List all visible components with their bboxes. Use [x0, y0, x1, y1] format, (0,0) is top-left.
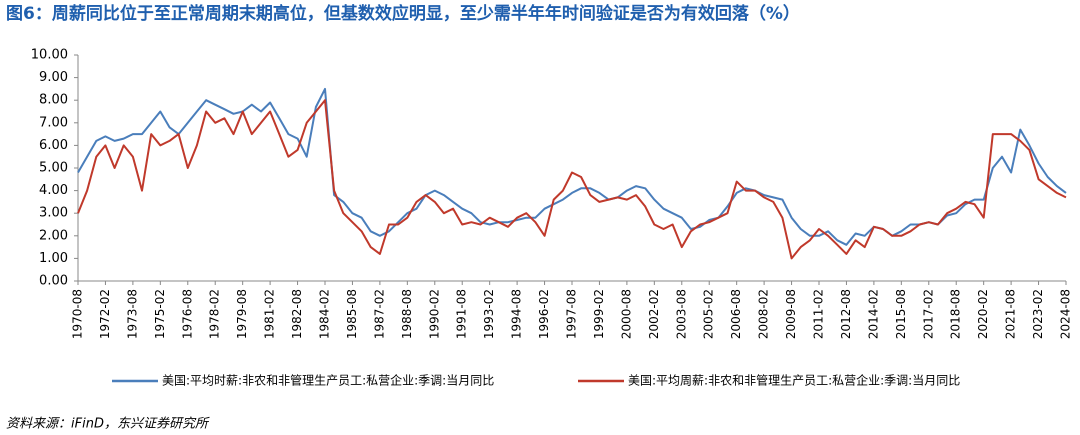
x-tick-label: 1987-02 [372, 289, 386, 339]
x-tick-label: 2020-02 [976, 289, 990, 339]
x-tick-label: 2003-08 [674, 289, 688, 339]
y-tick-label: 7.00 [39, 115, 68, 130]
legend-label: 美国:平均周薪:非农和非管理生产员工:私营企业:季调:当月同比 [628, 373, 960, 388]
legend-label: 美国:平均时薪:非农和非管理生产员工:私营企业:季调:当月同比 [162, 373, 494, 388]
x-tick-label: 2017-02 [921, 289, 935, 339]
x-tick-label: 1979-08 [235, 289, 249, 339]
x-tick-label: 1984-02 [318, 289, 332, 339]
y-tick-label: 9.00 [39, 70, 68, 85]
x-tick-label: 1972-02 [98, 289, 112, 339]
y-tick-label: 5.00 [39, 161, 68, 176]
x-tick-label: 1982-08 [290, 289, 304, 339]
y-tick-label: 2.00 [39, 228, 68, 243]
x-tick-label: 2005-02 [702, 289, 716, 339]
x-tick-label: 2008-02 [757, 289, 771, 339]
x-tick-label: 1988-08 [400, 289, 414, 339]
y-tick-label: 0.00 [39, 274, 68, 289]
y-tick-label: 4.00 [39, 183, 68, 198]
y-tick-label: 1.00 [39, 251, 68, 266]
x-tick-label: 1997-08 [565, 289, 579, 339]
chart-title: 图6：周薪同比位于至正常周期末期高位，但基数效应明显，至少需半年年时间验证是否为… [6, 3, 800, 24]
x-tick-label: 2023-02 [1031, 289, 1045, 339]
x-tick-label: 1994-08 [510, 289, 524, 339]
series-line [77, 87, 1067, 246]
x-tick-label: 1985-08 [345, 289, 359, 339]
x-tick-label: 2011-02 [812, 289, 826, 339]
x-tick-label: 2018-08 [949, 289, 963, 339]
y-tick-label: 10.00 [31, 48, 68, 63]
x-tick-label: 1981-02 [263, 289, 277, 339]
x-tick-label: 1990-02 [427, 289, 441, 339]
series-line [77, 99, 1067, 260]
x-tick-label: 2012-08 [839, 289, 853, 339]
x-tick-label: 2014-02 [866, 289, 880, 339]
y-tick-label: 6.00 [39, 138, 68, 153]
x-tick-label: 2002-02 [647, 289, 661, 339]
x-tick-label: 2006-08 [729, 289, 743, 339]
x-tick-label: 1973-08 [125, 289, 139, 339]
source: 资料来源：iFinD，东兴证券研究所 [6, 416, 210, 432]
x-tick-label: 1978-02 [208, 289, 222, 339]
x-tick-label: 1970-08 [71, 289, 85, 339]
x-tick-label: 2000-08 [619, 289, 633, 339]
x-tick-label: 1993-02 [482, 289, 496, 339]
x-tick-label: 2015-08 [894, 289, 908, 339]
x-tick-label: 2021-08 [1004, 289, 1018, 339]
x-tick-label: 2009-08 [784, 289, 798, 339]
y-tick-label: 8.00 [39, 93, 68, 108]
x-tick-label: 1999-02 [592, 289, 606, 339]
x-tick-label: 1991-08 [455, 289, 469, 339]
x-tick-label: 1996-02 [537, 289, 551, 339]
x-tick-label: 1975-02 [153, 289, 167, 339]
x-tick-label: 1976-08 [180, 289, 194, 339]
x-tick-label: 2024-08 [1059, 289, 1073, 339]
y-tick-label: 3.00 [39, 206, 68, 221]
